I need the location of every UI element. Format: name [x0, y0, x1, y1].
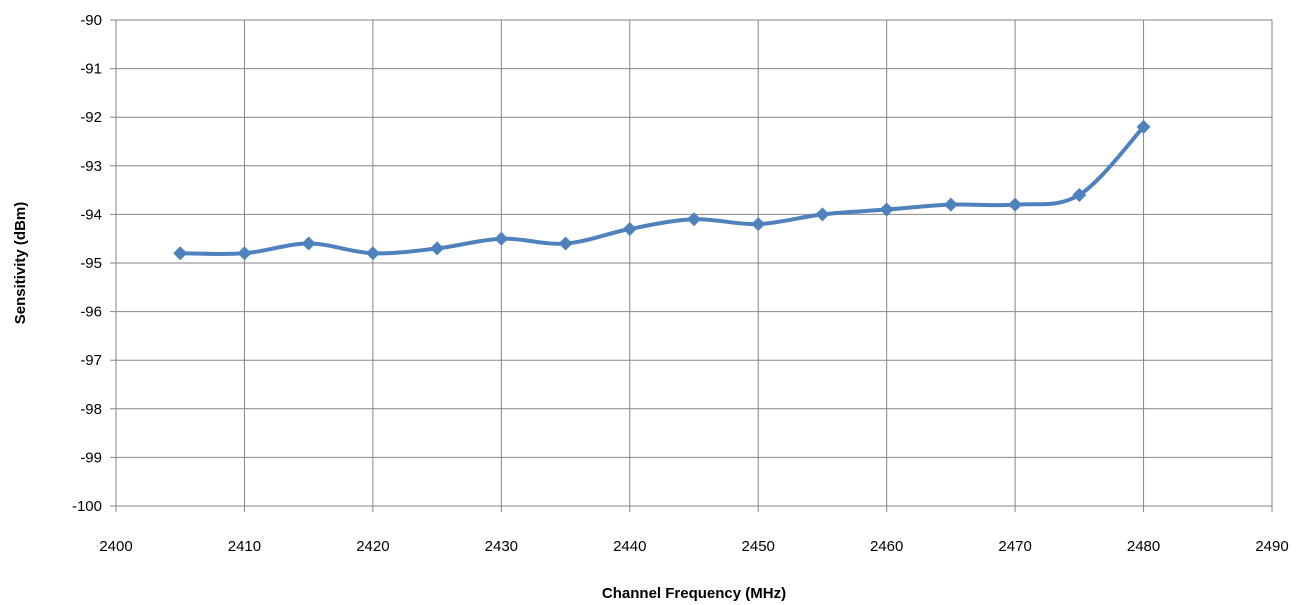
- data-point-marker: [1072, 187, 1087, 202]
- data-point-marker: [687, 212, 701, 227]
- data-point-marker: [879, 202, 894, 217]
- y-tick-label: -97: [80, 352, 102, 369]
- x-tick-label: 2460: [870, 538, 903, 555]
- data-point-marker: [622, 221, 637, 236]
- x-tick-label: 2430: [485, 538, 518, 555]
- y-tick-label: -91: [80, 61, 102, 78]
- data-point-marker: [943, 197, 958, 212]
- y-axis-ticks: -90 -91 -92 -93 -94 -95 -96 -97 -98 -99 -100: [72, 12, 116, 515]
- y-tick-label: -93: [80, 158, 102, 175]
- x-axis-ticks: 2400 2410 2420 2430 2440 2450 2460 2470 2480 2490: [99, 506, 1289, 555]
- x-tick-label: 2490: [1255, 538, 1288, 555]
- data-point-marker: [1008, 197, 1023, 212]
- x-tick-label: 2450: [742, 538, 775, 555]
- x-axis-title: Channel Frequency (MHz): [602, 585, 786, 602]
- y-tick-label: -96: [80, 304, 102, 321]
- series-line: [178, 124, 1146, 256]
- data-point-marker: [173, 246, 188, 261]
- data-point-marker: [365, 246, 380, 261]
- data-point-marker: [237, 246, 252, 261]
- data-point-marker: [494, 231, 509, 246]
- y-tick-label: -99: [80, 449, 102, 466]
- y-tick-label: -100: [72, 498, 102, 515]
- data-point-marker: [815, 207, 830, 222]
- data-point-marker: [751, 217, 766, 232]
- data-point-marker: [558, 236, 573, 251]
- series-group: [173, 119, 1151, 261]
- x-tick-label: 2420: [356, 538, 389, 555]
- y-tick-label: -98: [80, 401, 102, 418]
- data-point-marker: [430, 241, 445, 256]
- x-tick-label: 2480: [1127, 538, 1160, 555]
- y-tick-label: -95: [80, 255, 102, 272]
- x-tick-label: 2470: [998, 538, 1031, 555]
- y-tick-label: -90: [80, 12, 102, 29]
- x-tick-label: 2410: [228, 538, 261, 555]
- data-point-marker: [1136, 119, 1151, 134]
- y-axis-title: Sensitivity (dBm): [12, 202, 29, 325]
- data-point-marker: [301, 236, 316, 251]
- x-tick-label: 2400: [99, 538, 132, 555]
- y-tick-label: -94: [80, 206, 102, 223]
- y-tick-label: -92: [80, 109, 102, 126]
- x-tick-label: 2440: [613, 538, 646, 555]
